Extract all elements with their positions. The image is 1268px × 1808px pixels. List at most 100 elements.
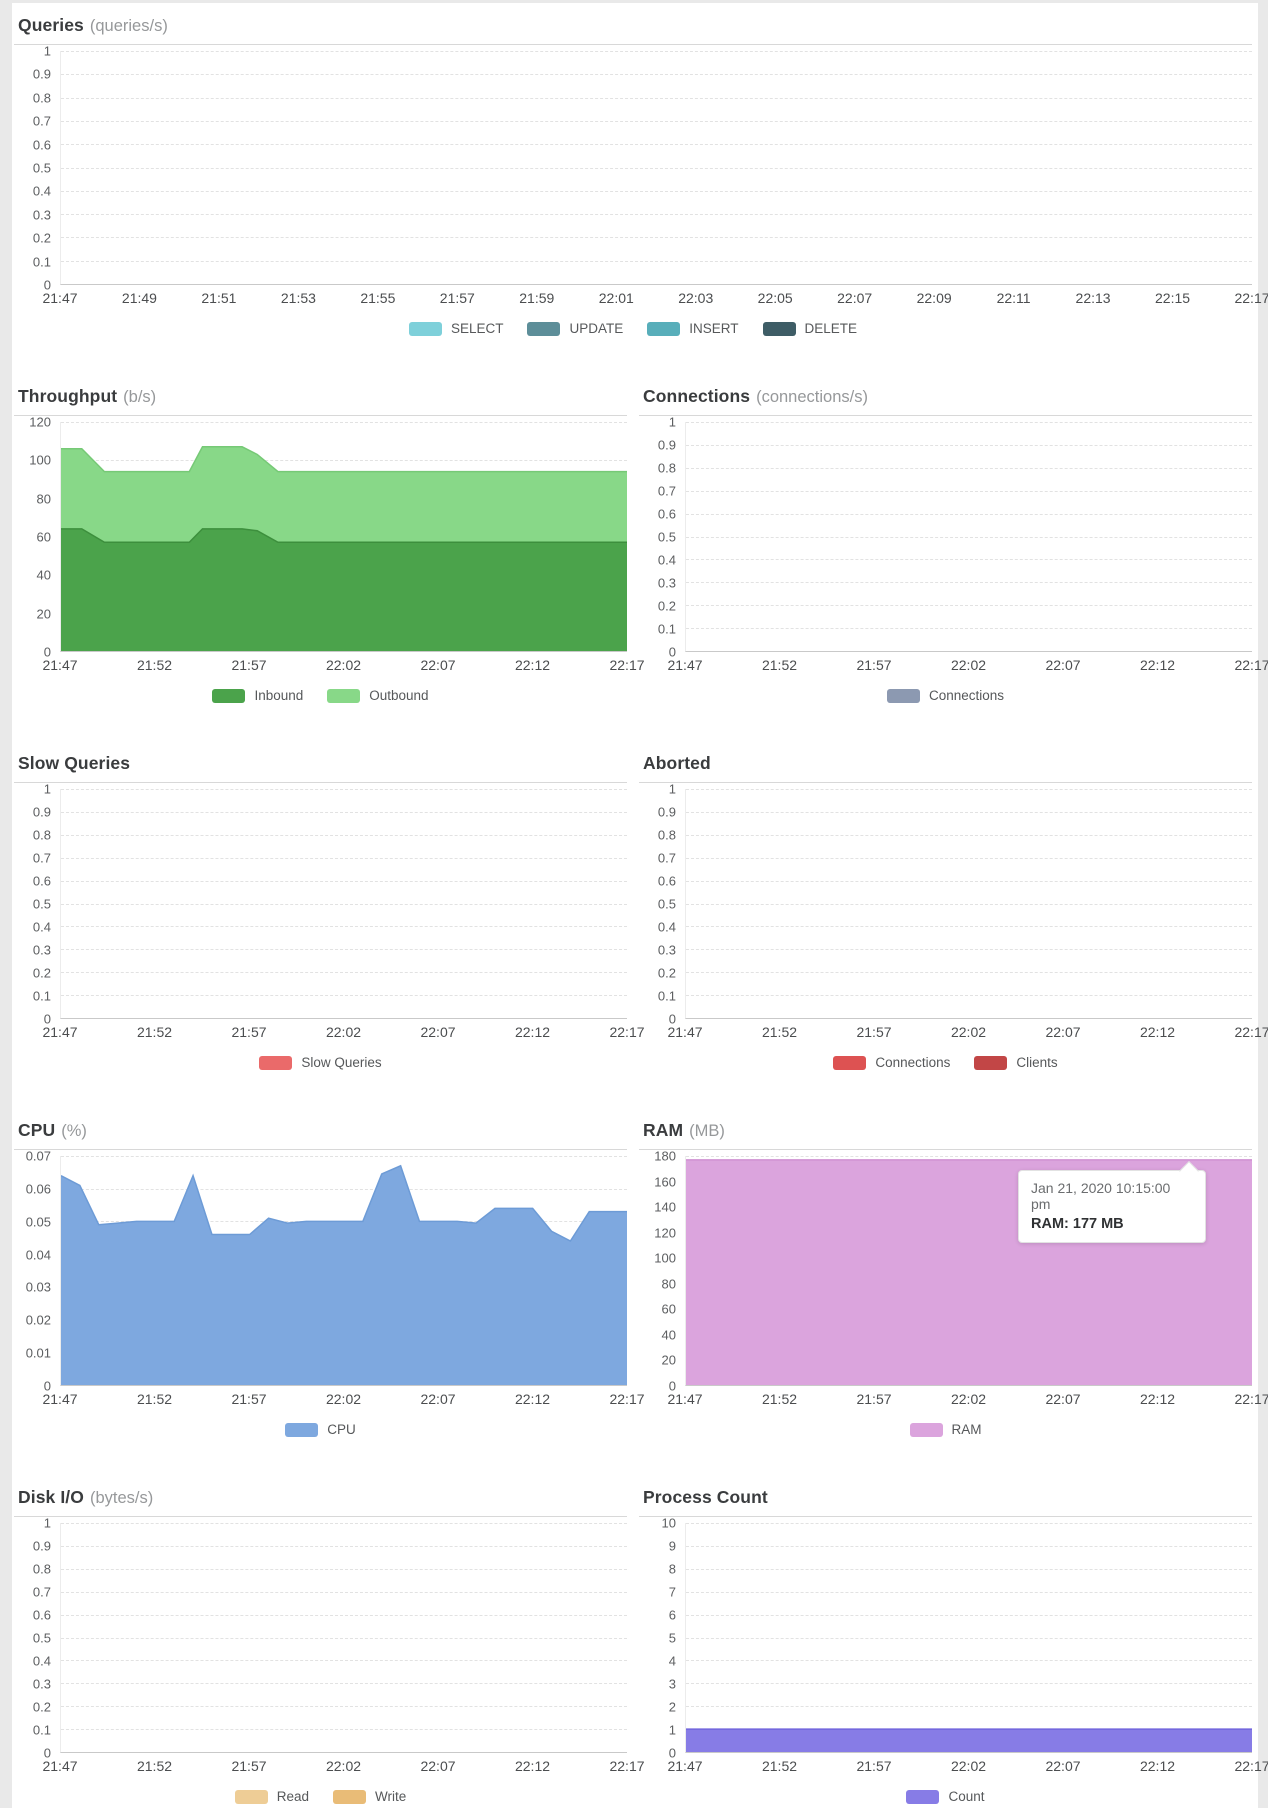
x-tick-label: 22:17 [1234,1391,1268,1407]
legend-swatch [327,688,361,703]
x-tick-label: 22:17 [1234,1758,1268,1774]
y-tick-label: 0.2 [32,965,51,981]
gridline [686,811,1252,813]
plot-area[interactable] [685,789,1252,1019]
x-tick-label: 21:52 [761,657,798,673]
gridline [61,214,1252,216]
x-tick-label: 21:52 [136,657,173,673]
x-tick-label: 22:02 [950,1391,987,1407]
y-tick-label: 1 [43,43,51,59]
x-tick-label: 21:52 [136,1024,173,1040]
y-tick-label: 0 [668,1378,676,1394]
x-tick-label: 22:02 [325,1024,362,1040]
x-tick-label: 21:57 [231,1391,267,1407]
gridline [686,628,1252,630]
y-tick-label: 0 [43,1745,51,1761]
y-tick-label: 7 [668,1584,676,1600]
plot-area[interactable] [685,422,1252,652]
y-axis: 1 0.9 0.8 0.7 0.6 0.5 0.4 0.3 0.2 0.1 0 [639,416,685,659]
y-tick-label: 5 [668,1630,676,1646]
chart-panel-cpu: CPU (%) 0.07 0.06 0.05 0.04 0.03 0.02 0.01 0 21… [14,1114,645,1441]
plot-area[interactable] [60,789,627,1019]
legend-swatch [886,688,920,703]
y-tick-label: 0.9 [32,1538,51,1554]
y-tick-label: 10 [661,1515,676,1531]
legend-item-outbound[interactable]: Outbound [327,688,429,703]
legend-item-insert[interactable]: INSERT [647,321,739,336]
x-axis: 21:47 21:49 21:51 21:53 21:55 21:57 21:59 22:01… [42,290,1268,307]
legend-item-slow-queries[interactable]: Slow Queries [259,1055,382,1070]
legend-item-update[interactable]: UPDATE [527,321,623,336]
plot-area[interactable] [60,422,627,652]
legend-item-connections[interactable]: Connections [833,1055,950,1070]
gridline [61,880,627,882]
y-tick-label: 0.6 [32,1607,51,1623]
y-tick-label: 0.6 [32,873,51,889]
legend-item-inbound[interactable]: Inbound [212,688,303,703]
y-tick-label: 1 [668,414,676,430]
chart-header: Disk I/O (bytes/s) [14,1481,627,1517]
plot-area[interactable] [685,1523,1252,1753]
legend-item-write[interactable]: Write [333,1789,406,1804]
y-tick-label: 0.7 [32,1584,51,1600]
y-tick-label: 0.3 [32,942,51,958]
y-tick-label: 0 [43,644,51,660]
plot-area[interactable] [60,1523,627,1753]
gridline [61,811,627,813]
chart-header: Throughput (b/s) [14,380,627,416]
y-tick-label: 0 [668,1745,676,1761]
gridline [61,903,627,905]
x-axis: 21:47 21:52 21:57 22:02 22:07 22:12 22:17 [667,1391,1268,1408]
legend-item-ram[interactable]: RAM [909,1422,982,1437]
plot-area[interactable]: Jan 21, 2020 10:15:00 pm RAM: 177 MB [685,1156,1252,1386]
legend-item-count[interactable]: Count [906,1789,985,1804]
chart-unit: (connections/s) [756,388,868,406]
legend-label: Outbound [369,688,429,703]
y-tick-label: 0.5 [32,160,51,176]
gridline [686,949,1252,951]
y-tick-label: 0.2 [657,965,676,981]
gridline [686,926,1252,928]
gridline [61,260,1252,262]
legend-label: UPDATE [569,321,624,336]
legend-item-delete[interactable]: DELETE [762,321,857,336]
chart-title: Connections [643,386,751,406]
chart-body: 120 100 80 60 40 20 0 [14,416,627,659]
chart-header: Slow Queries [14,747,627,783]
y-tick-label: 1 [668,781,676,797]
gridline [61,1523,627,1524]
y-tick-label: 0.07 [25,1148,51,1164]
y-tick-label: 0.1 [657,988,676,1004]
y-tick-label: 0.1 [32,988,51,1004]
x-tick-label: 22:17 [1234,1024,1268,1040]
x-tick-label: 21:47 [42,1758,78,1774]
legend-item-select[interactable]: SELECT [408,321,503,336]
x-tick-label: 22:17 [609,1024,645,1040]
y-tick-label: 0.4 [32,919,51,935]
x-tick-label: 21:52 [761,1758,798,1774]
plot-area[interactable] [60,1156,627,1386]
y-tick-label: 0.3 [657,575,676,591]
y-tick-label: 0.7 [657,483,676,499]
y-tick-label: 100 [29,452,51,468]
legend-item-clients[interactable]: Clients [974,1055,1058,1070]
gridline [686,1156,1252,1157]
chart-unit: (%) [61,1122,87,1140]
gridline [61,1545,627,1547]
gridline [61,190,1252,192]
legend-item-read[interactable]: Read [234,1789,309,1804]
legend: Slow Queries [14,1041,627,1074]
chart-panel-throughput: Throughput (b/s) 120 100 80 60 40 20 0 21:47 21… [14,380,645,707]
gridline [686,513,1252,515]
x-tick-label: 22:12 [514,1391,551,1407]
x-tick-label: 21:55 [360,290,396,306]
plot-area[interactable] [60,51,1252,285]
x-tick-label: 21:53 [280,290,316,306]
x-axis: 21:47 21:52 21:57 22:02 22:07 22:12 22:17 [42,1758,644,1775]
y-tick-label: 0.1 [32,254,51,270]
gridline [686,1683,1252,1685]
x-tick-label: 22:05 [757,290,793,306]
legend-item-cpu[interactable]: CPU [285,1422,356,1437]
legend-item-connections[interactable]: Connections [886,688,1004,703]
x-tick-label: 22:12 [1139,1391,1176,1407]
